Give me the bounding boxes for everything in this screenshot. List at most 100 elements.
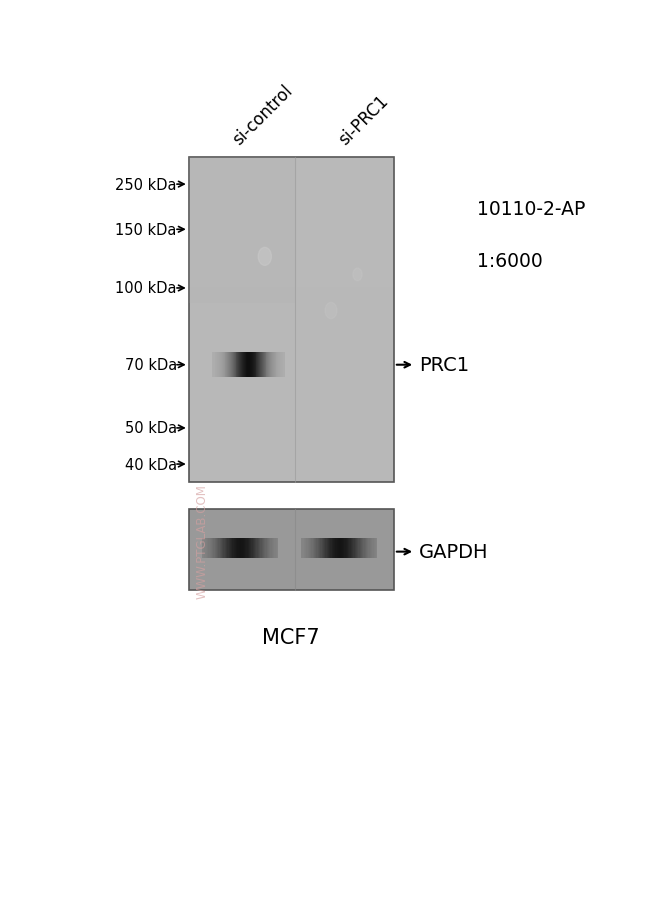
Bar xyxy=(357,538,358,558)
Bar xyxy=(344,538,346,558)
Text: PRC1: PRC1 xyxy=(419,355,469,375)
Text: si-control: si-control xyxy=(229,82,296,149)
Bar xyxy=(219,353,220,378)
Bar xyxy=(220,353,221,378)
Bar xyxy=(262,353,263,378)
Bar xyxy=(244,538,245,558)
Bar xyxy=(211,538,212,558)
Bar xyxy=(255,353,256,378)
Bar xyxy=(259,538,260,558)
Bar xyxy=(320,538,322,558)
Bar xyxy=(312,538,314,558)
Bar xyxy=(273,353,274,378)
Bar xyxy=(209,538,211,558)
Bar xyxy=(230,353,231,378)
Bar xyxy=(362,538,363,558)
Bar xyxy=(275,353,277,378)
Bar xyxy=(231,538,232,558)
Bar xyxy=(261,353,262,378)
Bar xyxy=(243,353,244,378)
Bar xyxy=(218,353,219,378)
Bar xyxy=(358,538,359,558)
Bar xyxy=(189,439,394,461)
Bar xyxy=(268,538,269,558)
Bar xyxy=(322,538,323,558)
Bar xyxy=(189,374,394,396)
Bar xyxy=(351,538,352,558)
Bar xyxy=(369,538,371,558)
Text: 10110-2-AP: 10110-2-AP xyxy=(477,199,585,219)
Bar xyxy=(189,331,394,353)
Bar xyxy=(301,538,303,558)
Bar xyxy=(189,158,394,179)
Bar xyxy=(238,538,239,558)
Bar xyxy=(283,353,284,378)
Bar xyxy=(221,538,222,558)
Bar xyxy=(236,538,238,558)
Bar xyxy=(284,353,285,378)
Bar xyxy=(253,353,254,378)
Bar xyxy=(263,353,265,378)
Bar xyxy=(222,353,224,378)
Bar xyxy=(324,538,325,558)
Bar xyxy=(226,353,227,378)
Bar xyxy=(326,538,328,558)
Bar xyxy=(232,538,234,558)
Text: si-PRC1: si-PRC1 xyxy=(335,92,391,149)
Bar xyxy=(189,201,394,223)
Bar xyxy=(230,538,231,558)
Text: 70 kDa: 70 kDa xyxy=(124,358,177,373)
Bar xyxy=(232,353,233,378)
Bar xyxy=(252,538,253,558)
Text: 100 kDa: 100 kDa xyxy=(115,281,177,296)
Bar xyxy=(227,353,228,378)
Bar xyxy=(304,538,305,558)
Bar xyxy=(248,353,249,378)
Bar xyxy=(309,538,310,558)
Bar xyxy=(189,244,394,266)
Bar xyxy=(314,538,315,558)
Bar xyxy=(241,353,242,378)
Bar xyxy=(263,538,264,558)
Bar xyxy=(338,538,340,558)
Bar xyxy=(278,353,279,378)
Bar xyxy=(330,538,332,558)
Bar xyxy=(256,353,258,378)
Bar xyxy=(229,353,230,378)
Bar xyxy=(281,353,282,378)
Bar xyxy=(189,158,295,304)
Bar xyxy=(189,266,394,288)
Bar xyxy=(269,353,270,378)
Bar xyxy=(333,538,334,558)
Bar xyxy=(267,353,268,378)
Bar xyxy=(319,538,320,558)
Text: 50 kDa: 50 kDa xyxy=(124,421,177,436)
Bar xyxy=(207,538,209,558)
Bar xyxy=(217,353,218,378)
Bar xyxy=(189,288,394,309)
Bar xyxy=(189,396,394,418)
Bar xyxy=(265,353,267,378)
Bar xyxy=(308,538,309,558)
Bar xyxy=(303,538,304,558)
Circle shape xyxy=(353,269,362,281)
Bar xyxy=(305,538,307,558)
Bar xyxy=(350,538,351,558)
Bar xyxy=(224,353,226,378)
Bar xyxy=(217,538,218,558)
Bar xyxy=(361,538,362,558)
Bar xyxy=(245,353,246,378)
Bar xyxy=(233,353,234,378)
Bar xyxy=(269,538,271,558)
Text: WWW.PTGLAB.COM: WWW.PTGLAB.COM xyxy=(195,483,209,599)
Bar xyxy=(189,510,394,591)
Bar xyxy=(205,538,206,558)
Bar xyxy=(316,538,318,558)
Bar xyxy=(189,158,394,483)
Bar xyxy=(250,353,251,378)
Bar xyxy=(213,538,214,558)
Bar xyxy=(203,538,205,558)
Bar xyxy=(328,538,329,558)
Bar xyxy=(226,538,227,558)
Bar xyxy=(274,538,275,558)
